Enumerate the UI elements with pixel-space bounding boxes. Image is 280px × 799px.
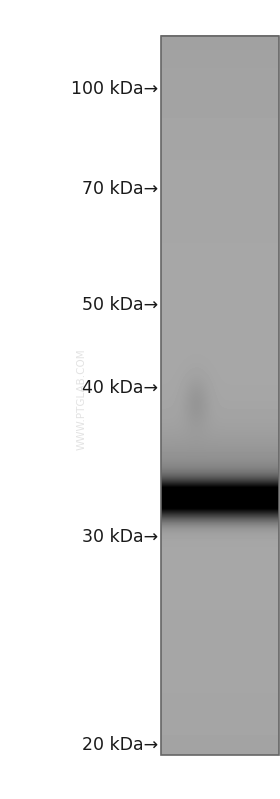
Text: 20 kDa→: 20 kDa→ <box>82 736 158 753</box>
Text: 30 kDa→: 30 kDa→ <box>82 528 158 546</box>
Text: 70 kDa→: 70 kDa→ <box>82 181 158 198</box>
Text: 50 kDa→: 50 kDa→ <box>82 296 158 314</box>
Text: 100 kDa→: 100 kDa→ <box>71 81 158 98</box>
Bar <box>161 36 279 755</box>
Text: 40 kDa→: 40 kDa→ <box>82 379 158 396</box>
Text: WWW.PTGLAB.COM: WWW.PTGLAB.COM <box>76 348 86 451</box>
